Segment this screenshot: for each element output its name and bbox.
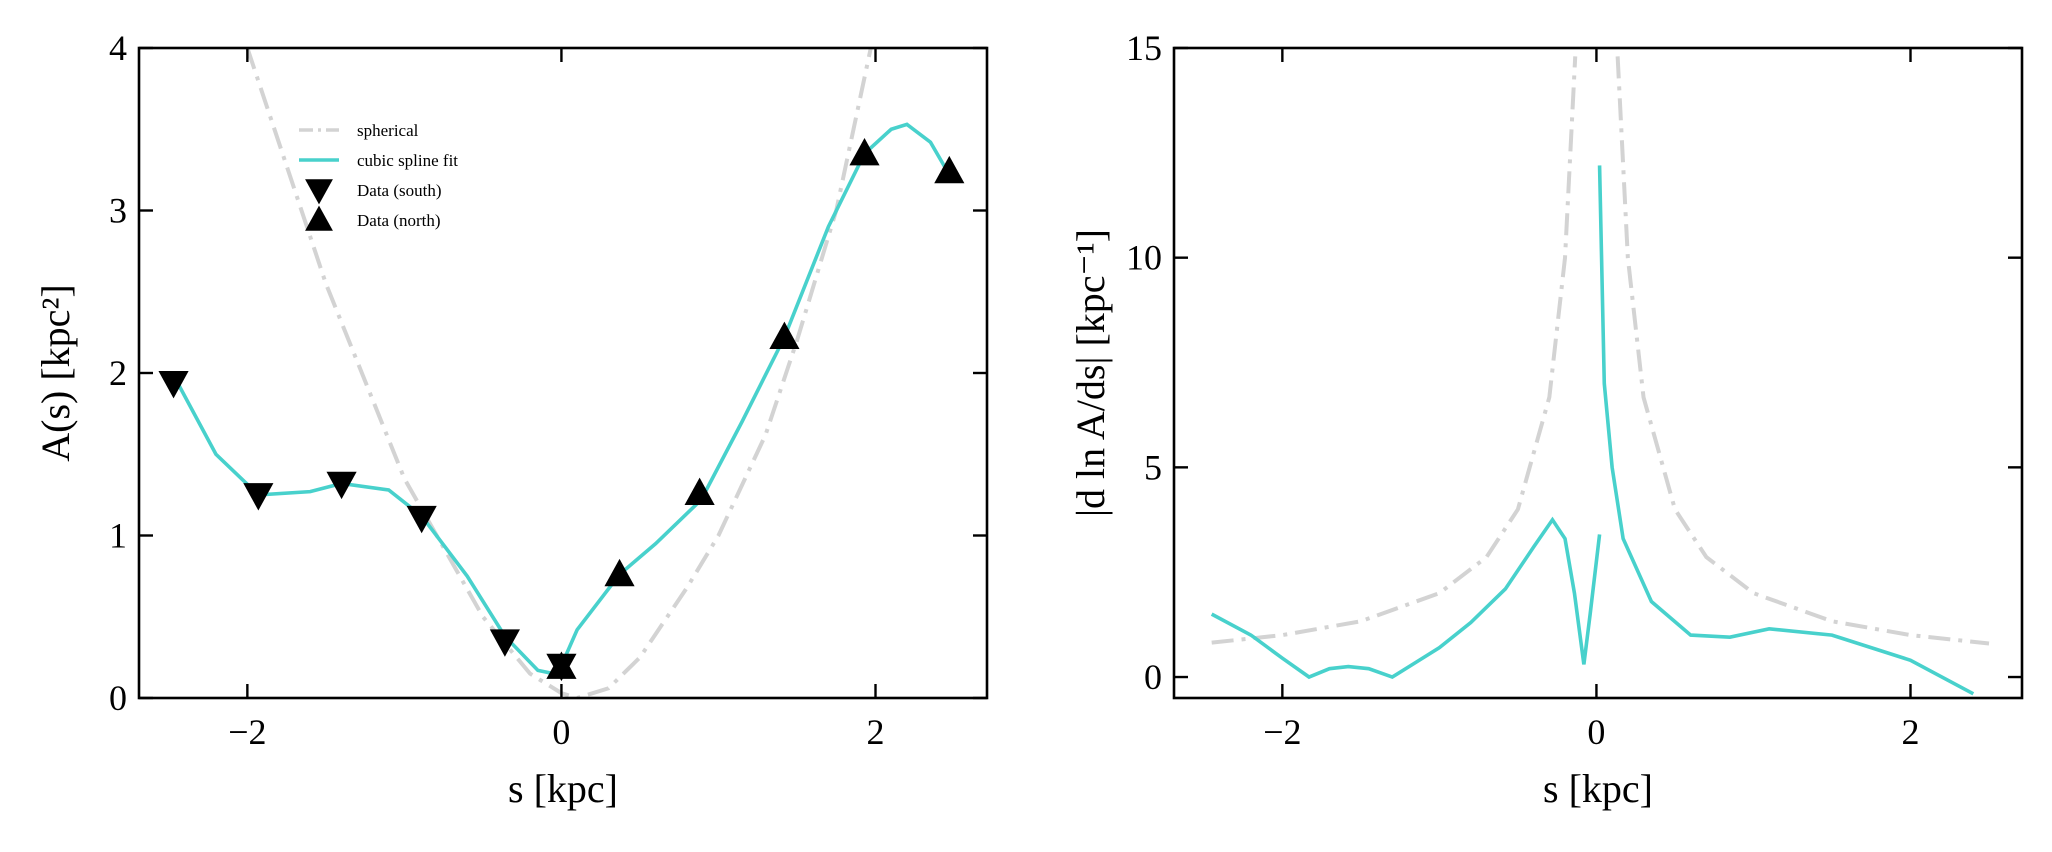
x-tick-label: −2 <box>228 712 266 752</box>
data-line <box>175 122 951 676</box>
axes-frame <box>137 46 989 700</box>
y-axis-label: A(s) [kpc²] <box>33 284 78 461</box>
x-tick-label: −2 <box>1263 712 1301 752</box>
legend-label: spherical <box>357 121 419 140</box>
data-line <box>1211 56 1990 646</box>
y-tick-label: 2 <box>109 353 127 393</box>
legend-marker <box>305 179 333 205</box>
y-tick-label: 3 <box>109 191 127 231</box>
y-tick-label: 1 <box>109 516 127 556</box>
subplot: −2 0 2 0 1 2 3 4 s [kpc] A(s) [kpc²] spherical cubi… <box>33 28 989 811</box>
legend-label: cubic spline fit <box>357 151 458 170</box>
data-line <box>1210 165 1975 696</box>
data-line <box>245 48 873 698</box>
subplot: −2 0 2 0 5 10 15 s [kpc] |d ln A/ds| [kpc⁻¹] <box>1068 28 2024 811</box>
y-tick-label: 15 <box>1126 28 1162 68</box>
x-axis-label: s [kpc] <box>508 766 618 811</box>
data-marker <box>684 477 715 505</box>
data-marker <box>406 505 437 534</box>
data-marker <box>769 321 800 349</box>
y-tick-label: 10 <box>1126 238 1162 278</box>
data-marker <box>243 483 274 511</box>
x-axis-label: s [kpc] <box>1543 766 1653 811</box>
y-tick-label: 0 <box>109 678 127 718</box>
x-tick-label: 0 <box>1587 712 1605 752</box>
data-marker <box>326 471 357 500</box>
data-marker <box>934 155 965 184</box>
y-tick-label: 0 <box>1144 657 1162 697</box>
data-marker <box>546 651 577 679</box>
y-tick-label: 5 <box>1144 447 1162 487</box>
data-marker <box>158 371 189 399</box>
legend-label: Data (south) <box>357 181 442 200</box>
data-marker <box>604 558 635 587</box>
data-marker <box>489 629 520 657</box>
y-axis-label: |d ln A/ds| [kpc⁻¹] <box>1068 229 1113 517</box>
legend-label: Data (north) <box>357 211 441 230</box>
x-tick-label: 0 <box>552 712 570 752</box>
axes-frame <box>1172 46 2024 700</box>
y-tick-label: 4 <box>109 28 127 68</box>
x-tick-label: 2 <box>1902 712 1920 752</box>
x-tick-label: 2 <box>867 712 885 752</box>
data-marker <box>849 138 880 166</box>
legend-marker <box>305 205 333 231</box>
